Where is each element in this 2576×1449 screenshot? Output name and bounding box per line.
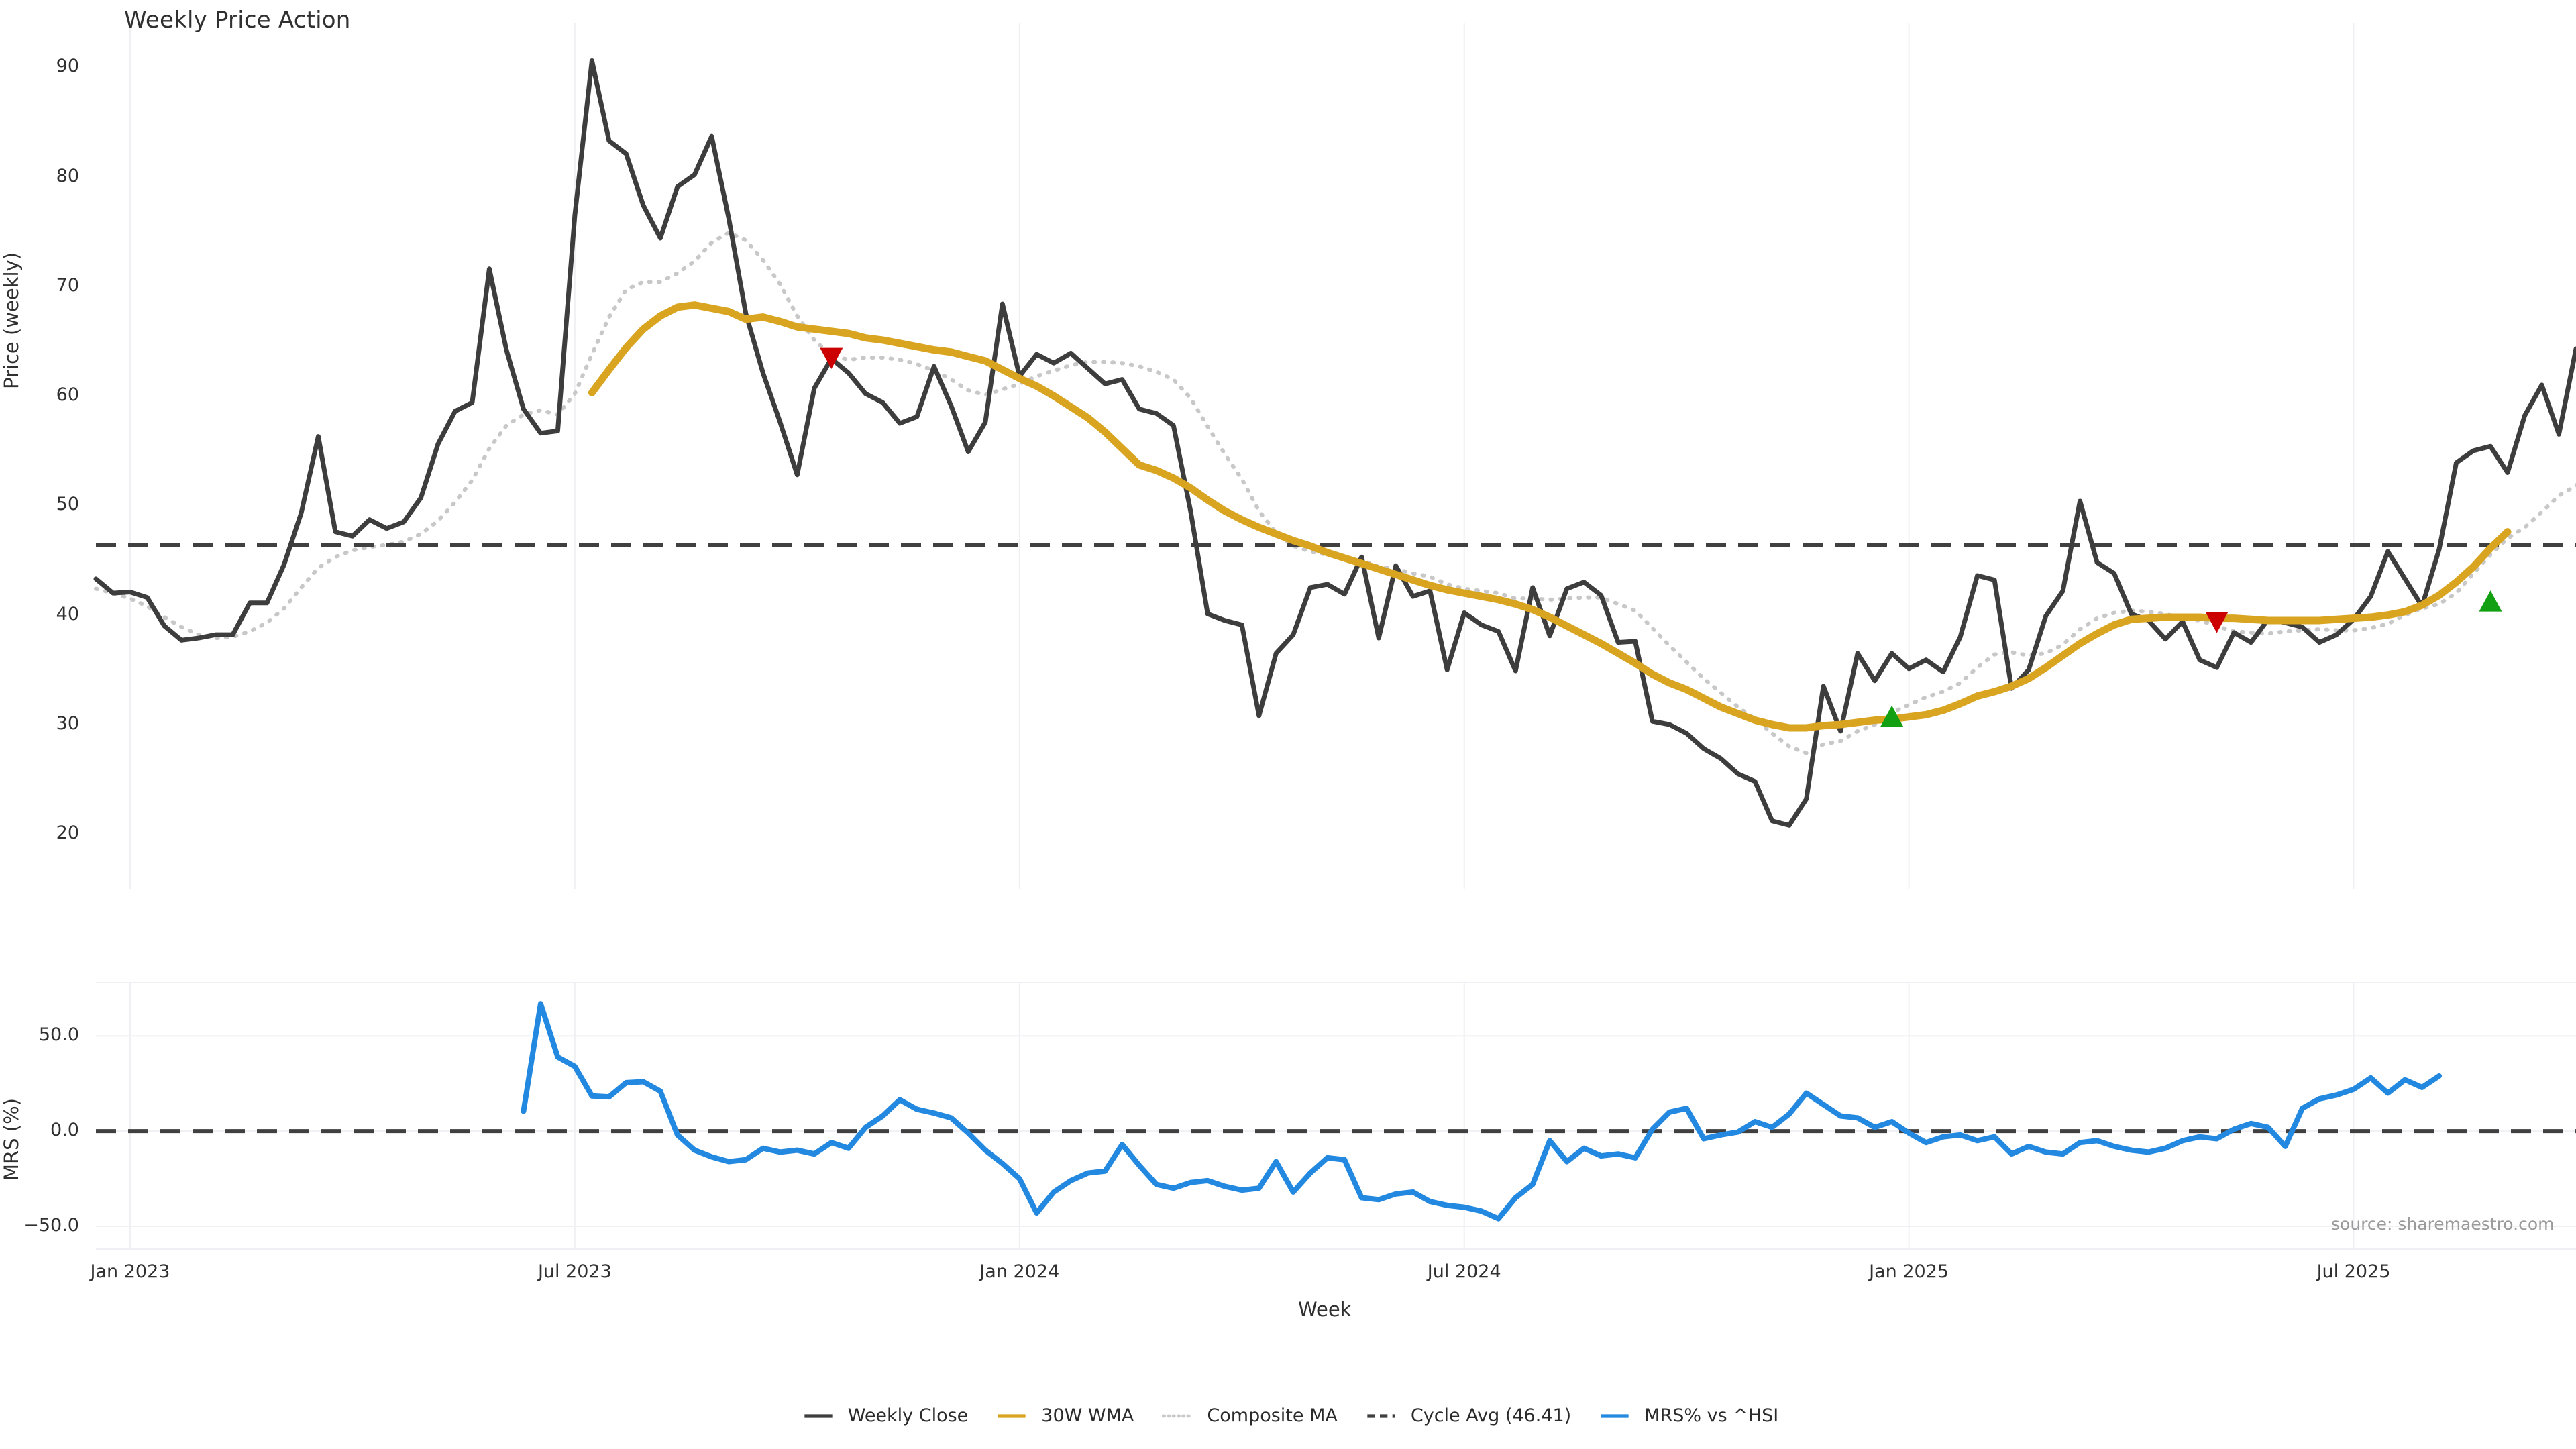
series-30w-wma <box>588 301 2512 732</box>
legend-mrs-label: MRS% vs ^HSI <box>1644 1405 1779 1426</box>
legend-composite-ma[interactable]: Composite MA <box>1157 1405 1338 1426</box>
series-mrs <box>521 1001 2443 1222</box>
xtick-0: Jan 2023 <box>90 1261 170 1282</box>
mrs-ytick-2: −50.0 <box>23 1214 79 1236</box>
price-ytick-90: 90 <box>56 56 79 77</box>
source-note: source: sharemaestro.com <box>2331 1214 2555 1234</box>
price-ytick-20: 20 <box>56 822 79 844</box>
legend-30w-wma-label: 30W WMA <box>1041 1405 1134 1426</box>
x-axis-label: Week <box>1298 1298 1352 1321</box>
xtick-2: Jan 2024 <box>979 1261 1060 1282</box>
legend-mrs[interactable]: MRS% vs ^HSI <box>1594 1405 1778 1426</box>
price-ytick-80: 80 <box>56 165 79 186</box>
price-ytick-60: 60 <box>56 384 79 406</box>
legend-composite-ma-swatch <box>1162 1414 1193 1417</box>
chart-title: Weekly Price Action <box>124 7 351 34</box>
series-weekly-close <box>93 58 2576 828</box>
xtick-5: Jul 2025 <box>2316 1261 2391 1282</box>
legend-cycle-avg-swatch <box>1367 1413 1395 1418</box>
price-ytick-50: 50 <box>56 494 79 515</box>
legend-weekly-close[interactable]: Weekly Close <box>798 1405 969 1426</box>
xtick-1: Jul 2023 <box>537 1261 612 1282</box>
mrs-ytick-1: 0.0 <box>50 1120 79 1141</box>
buy-marker-3 <box>2479 590 2502 612</box>
xtick-4: Jan 2025 <box>1869 1261 1949 1282</box>
sell-marker-2 <box>2205 612 2229 633</box>
xtick-3: Jul 2024 <box>1427 1261 1501 1282</box>
legend-30w-wma[interactable]: 30W WMA <box>991 1405 1134 1426</box>
mrs-ytick-0: 50.0 <box>38 1024 79 1046</box>
buy-marker-1 <box>1880 705 1904 727</box>
legend-weekly-close-label: Weekly Close <box>847 1405 969 1426</box>
legend-weekly-close-swatch <box>804 1413 833 1418</box>
legend-cycle-avg-label: Cycle Avg (46.41) <box>1410 1405 1572 1426</box>
legend-mrs-swatch <box>1601 1413 1629 1418</box>
chart-legend: Weekly Close 30W WMA Composite MA Cycle Avg… <box>0 1405 2576 1426</box>
price-axis-label: Price (weekly) <box>0 252 23 389</box>
sell-marker-0 <box>820 347 843 370</box>
legend-30w-wma-swatch <box>998 1413 1026 1418</box>
gridlines <box>96 23 2576 1250</box>
legend-cycle-avg[interactable]: Cycle Avg (46.41) <box>1360 1405 1571 1426</box>
price-ytick-40: 40 <box>56 603 79 625</box>
series-composite-ma <box>94 230 2576 755</box>
price-ytick-30: 30 <box>56 713 79 735</box>
legend-composite-ma-label: Composite MA <box>1207 1405 1338 1426</box>
trade-markers <box>820 347 2502 727</box>
price-ytick-70: 70 <box>56 274 79 296</box>
